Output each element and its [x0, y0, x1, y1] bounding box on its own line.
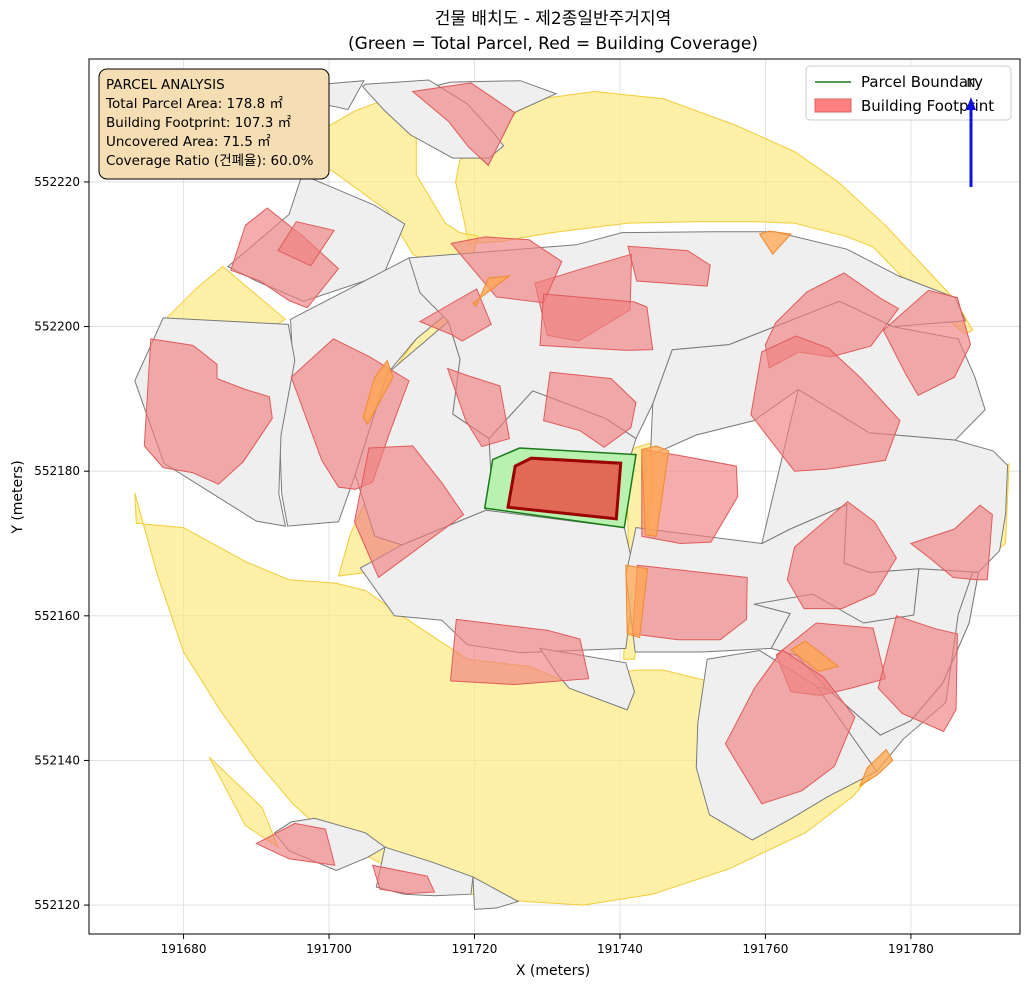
building-footprint [631, 564, 748, 641]
x-tick-label: 191760 [743, 942, 789, 956]
x-tick-label: 191720 [452, 942, 498, 956]
y-tick-label: 552160 [34, 609, 80, 623]
x-axis-label: X (meters) [516, 963, 590, 979]
x-axis-ticks: 191680 191700 191720 191740 191760 191780 [161, 934, 934, 956]
y-tick-label: 552180 [34, 464, 80, 478]
y-axis-ticks: 552120 552140 552160 552180 552200 552220 [34, 175, 89, 912]
building-footprint [449, 618, 590, 686]
legend: Parcel Boundary Building Footprint [805, 65, 1012, 121]
building-footprint [877, 615, 958, 733]
target-building-footprint [506, 456, 623, 521]
building-footprint [143, 338, 273, 485]
target-parcel-layer [483, 447, 637, 529]
building-footprint [539, 293, 654, 351]
legend-building-swatch [814, 98, 852, 113]
x-tick-label: 191780 [888, 942, 934, 956]
building-footprint-overlap [625, 564, 649, 639]
info-total-area: Total Parcel Area: 178.8 ㎡ [105, 96, 283, 112]
building-footprint [543, 371, 637, 448]
building-footprint [786, 500, 897, 610]
building-footprint-overlap [362, 359, 394, 426]
building-footprint-overlap [472, 275, 512, 308]
legend-building-label: Building Footprint [861, 97, 994, 115]
building-footprint [446, 367, 510, 448]
building-footprint [750, 335, 901, 472]
building-layer [143, 82, 993, 895]
building-footprint [450, 236, 563, 304]
building-footprint [882, 289, 972, 396]
parcel-block [472, 876, 520, 910]
building-footprint [724, 649, 856, 805]
y-tick-label: 552120 [34, 898, 80, 912]
building-footprint-overlap [790, 640, 840, 673]
building-footprint [230, 207, 340, 309]
north-arrow: N [966, 76, 976, 187]
x-tick-label: 191740 [597, 942, 643, 956]
chart-title-line2: (Green = Total Parcel, Red = Building Co… [348, 34, 758, 54]
info-uncovered-area: Uncovered Area: 71.5 ㎡ [106, 134, 271, 150]
info-coverage-ratio: Coverage Ratio (건폐율): 60.0% [106, 153, 314, 169]
info-box-background [98, 68, 330, 180]
plot-frame [88, 58, 1021, 935]
building-footprint [418, 288, 492, 342]
building-footprint [353, 445, 465, 579]
parcel-analysis-box: PARCEL ANALYSIS Total Parcel Area: 178.8… [98, 68, 330, 180]
building-footprint [277, 221, 335, 267]
north-arrow-head-icon [966, 97, 976, 110]
y-tick-label: 552200 [34, 320, 80, 334]
building-footprint-overlap [641, 445, 670, 537]
building-footprint-overlap [858, 748, 894, 788]
parcel-block [359, 509, 636, 654]
building-footprint [255, 822, 336, 866]
info-heading: PARCEL ANALYSIS [106, 77, 225, 93]
building-footprint [411, 82, 516, 167]
legend-background [805, 65, 1012, 121]
chart-title-line1: 건물 배치도 - 제2종일반주거지역 [435, 9, 671, 29]
x-tick-label: 191680 [161, 942, 207, 956]
legend-parcel-label: Parcel Boundary [861, 73, 983, 91]
building-footprint [627, 245, 711, 287]
building-footprint [909, 504, 993, 581]
y-tick-label: 552220 [34, 175, 80, 189]
x-tick-label: 191700 [306, 942, 352, 956]
y-axis-label: Y (meters) [10, 460, 26, 534]
info-building-footprint: Building Footprint: 107.3 ㎡ [106, 115, 292, 131]
y-tick-label: 552140 [34, 753, 80, 767]
building-footprint [371, 864, 436, 895]
north-label: N [967, 76, 976, 90]
building-footprint-overlap [758, 230, 792, 256]
